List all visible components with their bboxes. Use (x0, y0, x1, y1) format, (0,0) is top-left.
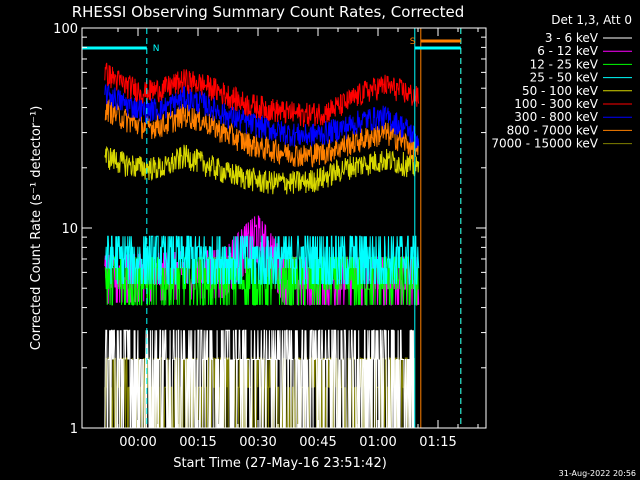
night-marker-label: N (153, 44, 160, 54)
series-line-25-50-kev (104, 235, 420, 285)
axes: 00:00 00:15 00:30 00:45 01:00 01:15 1 10 100 (53, 22, 487, 450)
legend-label: 25 - 50 keV (530, 71, 599, 85)
chart-title: RHESSI Observing Summary Count Rates, Co… (72, 3, 465, 21)
legend-label: 800 - 7000 keV (507, 123, 599, 137)
legend-label: 300 - 800 keV (514, 110, 598, 124)
legend-label: 7000 - 15000 keV (491, 137, 598, 151)
x-tick-label: 01:15 (419, 435, 456, 450)
legend-label: 6 - 12 keV (537, 44, 599, 58)
x-tick-label: 01:00 (359, 435, 396, 450)
legend-label: 50 - 100 keV (522, 84, 599, 98)
footer-date: 31-Aug-2022 20:56 (559, 469, 636, 478)
x-axis-label: Start Time (27-May-16 23:51:42) (173, 456, 387, 471)
legend-label: 100 - 300 keV (514, 97, 598, 111)
x-tick-label: 00:45 (299, 435, 336, 450)
series-line-50-100-kev (104, 144, 420, 195)
saa-marker-label: S (410, 37, 416, 47)
legend-title: Det 1,3, Att 0 (551, 13, 632, 27)
y-tick-label: 1 (70, 422, 78, 437)
series-line-3-6-kev (104, 329, 415, 429)
series-line-300-800-kev (104, 82, 420, 149)
legend-label: 3 - 6 keV (545, 31, 599, 45)
y-axis-label: Corrected Count Rate (s⁻¹ detector⁻¹) (29, 106, 44, 351)
x-tick-label: 00:30 (239, 435, 276, 450)
y-tick-label: 100 (53, 22, 78, 37)
series-line-100-300-kev (104, 62, 420, 128)
y-tick-label: 10 (61, 222, 78, 237)
plot-area: NS (82, 28, 462, 429)
x-tick-label: 00:15 (179, 435, 216, 450)
x-tick-label: 00:00 (119, 435, 156, 450)
legend-label: 12 - 25 keV (530, 57, 599, 71)
